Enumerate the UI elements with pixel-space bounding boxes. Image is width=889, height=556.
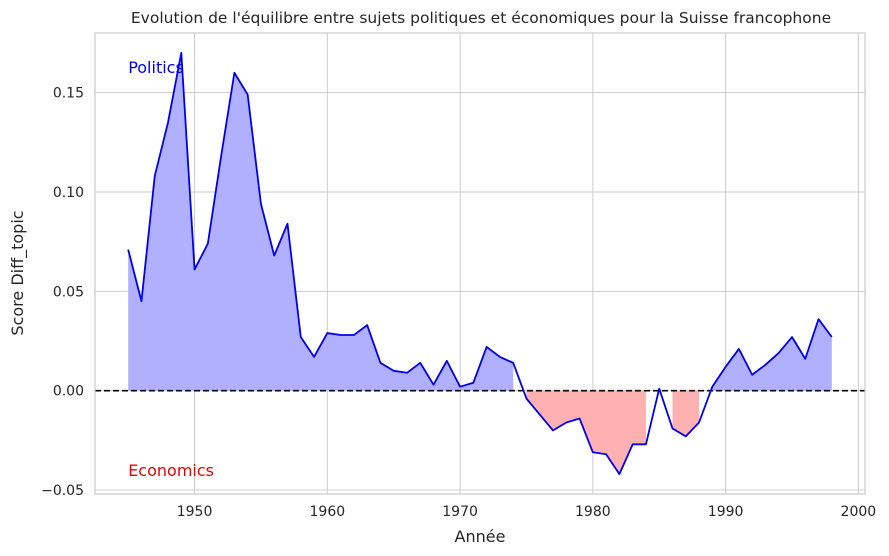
- plot-frame: [94, 32, 866, 495]
- economics-area: [672, 390, 700, 437]
- x-tick-label: 1990: [708, 504, 744, 520]
- y-tick-label: 0.05: [53, 284, 84, 300]
- x-tick-label: 2000: [841, 504, 877, 520]
- diff-topic-line: [127, 51, 833, 476]
- y-axis-label: Score Diff_topic: [8, 210, 28, 335]
- politics-annotation: Politics: [128, 58, 184, 77]
- y-tick-label: 0.10: [53, 185, 84, 201]
- y-tick-label: −0.05: [41, 483, 84, 499]
- politics-area: [712, 319, 832, 391]
- x-axis-label: Année: [455, 527, 506, 546]
- x-axis: 1950 1960 1970 1980 1990 2000: [177, 504, 876, 520]
- x-tick-label: 1950: [177, 504, 213, 520]
- plot-area: Politics Economics: [94, 32, 866, 495]
- y-axis: −0.05 0.00 0.05 0.10 0.15: [41, 86, 84, 499]
- economics-area: [526, 390, 646, 475]
- x-tick-label: 1960: [310, 504, 346, 520]
- y-tick-label: 0.15: [53, 86, 84, 102]
- economics-annotation: Economics: [128, 461, 214, 480]
- x-tick-label: 1980: [575, 504, 611, 520]
- chart-title: Evolution de l'équilibre entre sujets po…: [131, 9, 831, 27]
- x-tick-label: 1970: [442, 504, 478, 520]
- y-tick-label: 0.00: [53, 384, 84, 400]
